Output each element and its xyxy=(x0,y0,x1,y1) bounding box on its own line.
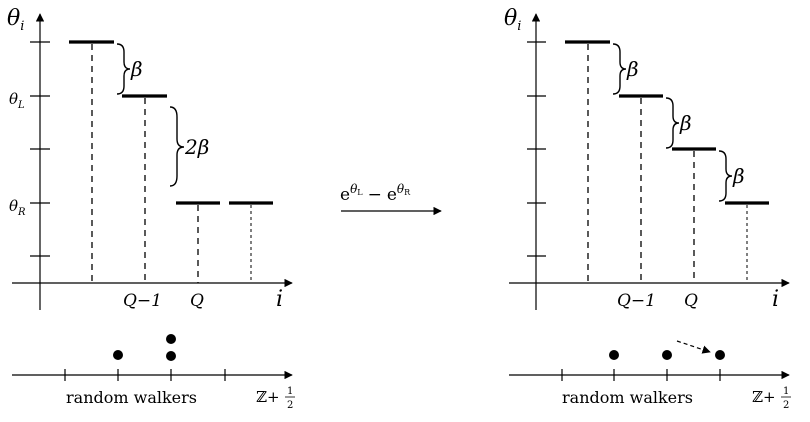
left-walker-2 xyxy=(166,334,176,344)
left-brace-beta-label: β xyxy=(130,57,143,81)
right-walker-1 xyxy=(609,350,619,360)
right-walker-3 xyxy=(715,350,725,360)
right-x-axis-label: i xyxy=(772,287,779,312)
right-tick-q: Q xyxy=(684,291,698,311)
right-lattice-label: ℤ+ xyxy=(752,388,776,406)
left-lattice-label: ℤ+ xyxy=(256,388,280,406)
right-brace-2-label: β xyxy=(679,111,692,135)
left-y-ticks xyxy=(30,41,50,257)
left-brace-beta xyxy=(116,43,131,95)
right-y-axis-label: θi xyxy=(504,6,521,34)
transition: eθL − eθR xyxy=(340,182,442,216)
right-lattice-frac-den: 2 xyxy=(783,400,789,411)
left-brace-2beta-label: 2β xyxy=(184,135,209,159)
right-walkers-label: random walkers xyxy=(562,388,693,407)
transition-rate: eθL − eθR xyxy=(340,182,411,205)
right-brace-2 xyxy=(665,97,680,149)
left-y-axis-label: θi xyxy=(7,6,24,34)
left-panel: θi θL θR i Q−1 Q β 2β random walkers xyxy=(7,6,295,411)
left-walkers-label: random walkers xyxy=(66,388,197,407)
right-brace-1-label: β xyxy=(626,57,639,81)
left-tick-q-minus-1: Q−1 xyxy=(123,291,162,311)
theta-r-label: θR xyxy=(9,197,26,218)
right-lattice-ticks xyxy=(561,369,721,381)
left-walker-1 xyxy=(113,350,123,360)
left-brace-2beta xyxy=(169,106,185,187)
left-walker-3 xyxy=(166,351,176,361)
right-lattice-frac-num: 1 xyxy=(783,386,789,397)
left-tick-q: Q xyxy=(190,291,204,311)
right-brace-3-label: β xyxy=(732,164,745,188)
right-walker-jump-arrow xyxy=(676,340,711,354)
right-walker-2 xyxy=(662,350,672,360)
right-brace-1 xyxy=(612,43,627,95)
theta-l-label: θL xyxy=(9,90,25,111)
right-panel: θi i Q−1 Q β β β random walker xyxy=(504,6,791,411)
left-lattice-frac-den: 2 xyxy=(287,400,293,411)
right-y-ticks xyxy=(527,41,546,257)
right-tick-q-minus-1: Q−1 xyxy=(617,291,656,311)
left-x-axis-label: i xyxy=(276,287,283,312)
left-lattice-frac-num: 1 xyxy=(287,386,293,397)
left-lattice-ticks xyxy=(64,369,226,381)
right-brace-3 xyxy=(718,150,733,202)
